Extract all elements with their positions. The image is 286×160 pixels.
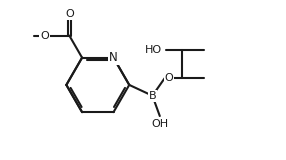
Text: O: O <box>165 73 174 83</box>
Text: HO: HO <box>145 45 162 56</box>
Text: B: B <box>149 91 156 101</box>
Text: N: N <box>109 51 118 64</box>
Text: O: O <box>40 31 49 40</box>
Text: OH: OH <box>151 119 168 129</box>
Text: O: O <box>65 9 74 19</box>
